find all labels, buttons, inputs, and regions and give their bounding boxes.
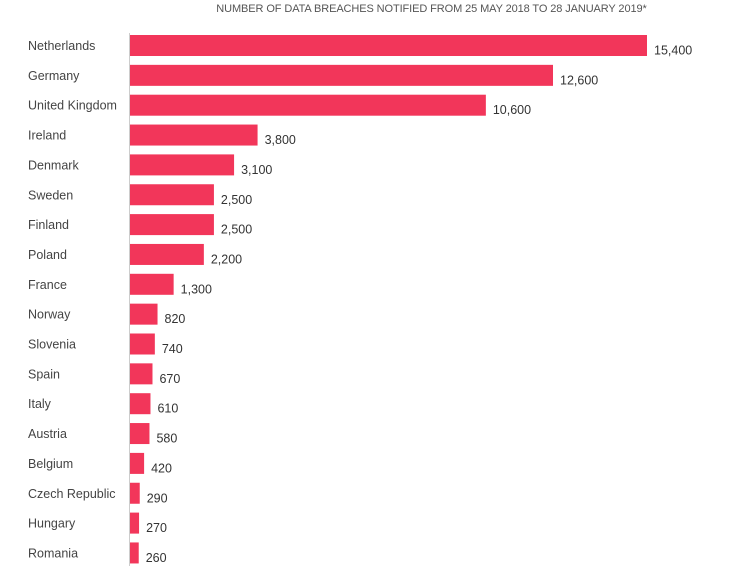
category-label: Hungary bbox=[28, 517, 76, 531]
bar bbox=[130, 94, 486, 116]
value-label: 290 bbox=[147, 491, 168, 505]
category-label: Germany bbox=[28, 69, 80, 83]
bar bbox=[130, 363, 153, 385]
bar bbox=[130, 273, 174, 295]
category-label: Belgium bbox=[28, 457, 73, 471]
category-label: France bbox=[28, 278, 67, 292]
value-label: 740 bbox=[162, 342, 183, 356]
value-label: 1,300 bbox=[181, 282, 212, 296]
category-label: Czech Republic bbox=[28, 487, 116, 501]
value-label: 15,400 bbox=[654, 44, 692, 58]
value-label: 670 bbox=[159, 372, 180, 386]
category-label: Slovenia bbox=[28, 338, 76, 352]
value-label: 2,500 bbox=[221, 223, 252, 237]
value-label: 580 bbox=[156, 432, 177, 446]
bar bbox=[130, 124, 258, 146]
bar bbox=[130, 542, 139, 564]
category-label: United Kingdom bbox=[28, 99, 117, 113]
category-label: Ireland bbox=[28, 129, 66, 143]
value-label: 2,200 bbox=[211, 252, 242, 266]
category-label: Spain bbox=[28, 367, 60, 381]
value-label: 270 bbox=[146, 521, 167, 535]
bar bbox=[130, 184, 214, 206]
category-label: Norway bbox=[28, 308, 71, 322]
category-label: Sweden bbox=[28, 188, 73, 202]
bar bbox=[130, 512, 140, 534]
value-label: 260 bbox=[146, 551, 167, 565]
category-label: Denmark bbox=[28, 158, 79, 172]
bar bbox=[130, 303, 158, 325]
value-label: 2,500 bbox=[221, 193, 252, 207]
bar bbox=[130, 452, 145, 474]
bar bbox=[130, 214, 214, 236]
value-label: 3,800 bbox=[265, 133, 296, 147]
category-label: Poland bbox=[28, 248, 67, 262]
bars-group: Netherlands 15,400 Germany 12,600 United Kin… bbox=[28, 35, 692, 565]
bar bbox=[130, 64, 553, 86]
category-label: Romania bbox=[28, 546, 78, 560]
bar bbox=[130, 333, 155, 355]
bar bbox=[130, 393, 151, 415]
value-label: 820 bbox=[165, 312, 186, 326]
bar bbox=[130, 35, 647, 56]
category-label: Netherlands bbox=[28, 39, 95, 53]
chart-title: NUMBER OF DATA BREACHES NOTIFIED FROM 25… bbox=[216, 3, 647, 15]
bar bbox=[130, 243, 204, 265]
bar bbox=[130, 423, 150, 445]
category-label: Italy bbox=[28, 397, 52, 411]
value-label: 12,600 bbox=[560, 73, 598, 87]
value-label: 10,600 bbox=[493, 103, 531, 117]
value-label: 610 bbox=[157, 402, 178, 416]
value-label: 3,100 bbox=[241, 163, 272, 177]
category-label: Finland bbox=[28, 218, 69, 232]
category-label: Austria bbox=[28, 427, 67, 441]
value-label: 420 bbox=[151, 461, 172, 475]
bar bbox=[130, 154, 235, 176]
bar bbox=[130, 482, 140, 504]
